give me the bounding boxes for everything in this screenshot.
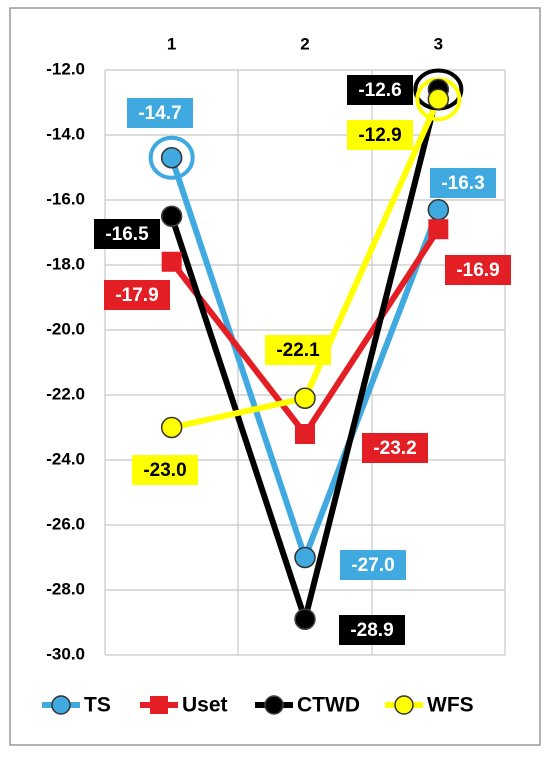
value-label: -16.5 (105, 224, 149, 245)
marker (295, 424, 315, 444)
value-label-box (104, 280, 170, 310)
y-tick-label: -16.0 (46, 189, 85, 208)
value-label: -12.6 (358, 80, 401, 101)
legend-label: CTWD (297, 694, 360, 717)
value-label: -14.7 (138, 103, 181, 124)
value-label: -23.0 (143, 460, 186, 481)
legend-label: WFS (427, 694, 474, 717)
legend-marker (51, 695, 71, 715)
marker (160, 416, 183, 439)
marker (161, 251, 182, 272)
value-label-box (362, 433, 428, 463)
legend-label: Uset (182, 694, 228, 717)
y-tick-label: -24.0 (46, 449, 85, 468)
highlight-ring (148, 135, 195, 180)
y-tick-label: -28.0 (46, 579, 85, 598)
marker (294, 608, 316, 630)
marker (294, 387, 316, 409)
value-label: -16.9 (456, 260, 499, 281)
marker (427, 199, 450, 221)
legend-marker (264, 695, 284, 715)
value-label-box (94, 219, 160, 249)
value-label: -12.9 (358, 125, 401, 146)
chart-frame (9, 7, 541, 746)
value-label-box (339, 615, 405, 645)
value-label-box (265, 335, 331, 365)
y-tick-label: -12.0 (46, 59, 85, 78)
value-label-box (430, 168, 496, 198)
value-label-box (127, 98, 193, 128)
value-label-box (132, 455, 198, 485)
y-tick-label: -22.0 (46, 384, 85, 403)
x-tick-label: 2 (300, 34, 309, 53)
marker (160, 205, 183, 227)
marker (294, 546, 316, 569)
x-tick-label: 3 (434, 34, 443, 53)
y-tick-label: -20.0 (46, 319, 85, 338)
y-tick-label: -26.0 (46, 514, 85, 533)
value-label: -27.0 (351, 555, 394, 576)
legend-label: TS (84, 694, 111, 717)
legend-marker (150, 696, 168, 714)
x-tick-label: 1 (167, 34, 176, 53)
value-label: -28.9 (350, 620, 393, 641)
value-label-box (347, 120, 413, 150)
marker (160, 147, 183, 169)
y-tick-label: -18.0 (46, 254, 85, 273)
value-label: -16.3 (441, 173, 484, 194)
y-tick-label: -14.0 (46, 124, 85, 143)
value-label: -23.2 (373, 438, 416, 459)
value-label-box (340, 550, 406, 580)
value-label-box (347, 75, 413, 105)
value-label: -17.9 (115, 285, 158, 306)
y-tick-label: -30.0 (46, 644, 85, 663)
value-label-box (445, 255, 511, 285)
legend-marker (394, 695, 414, 715)
marker (428, 219, 449, 240)
value-label: -22.1 (276, 340, 320, 361)
marker (427, 88, 450, 110)
